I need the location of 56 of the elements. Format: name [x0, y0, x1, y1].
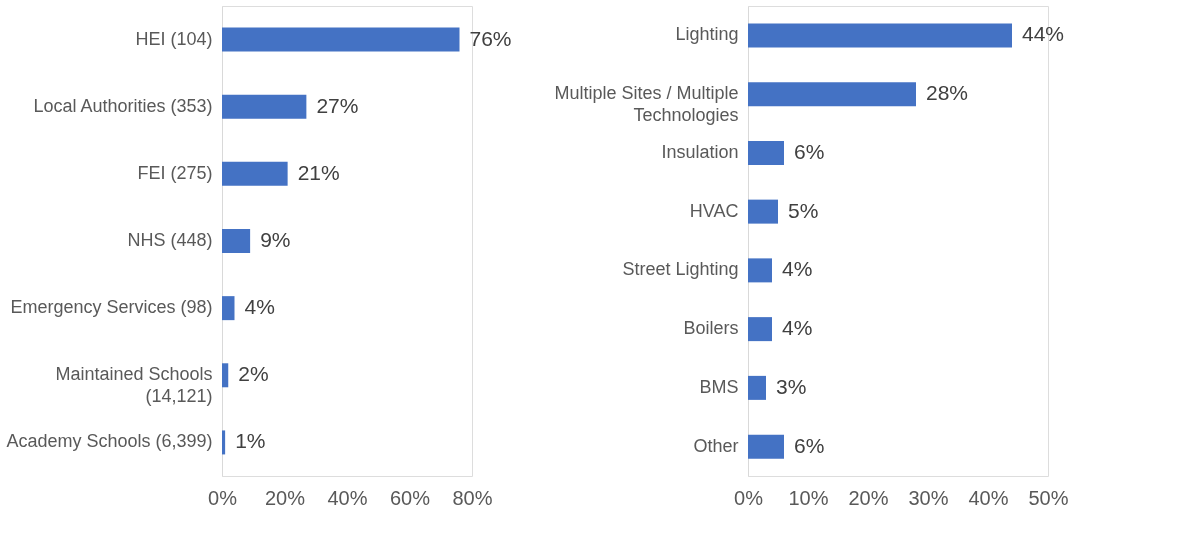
x-tick-label: 60%: [389, 486, 431, 509]
bar: [748, 82, 916, 107]
bar: [748, 23, 1012, 48]
x-tick-label: 40%: [327, 486, 368, 509]
x-tick-label: 30%: [908, 486, 949, 509]
text: 9%: [260, 228, 291, 251]
y-tick-label: Other: [693, 435, 739, 456]
x-tick-label: 10%: [788, 486, 829, 509]
y-tick-label: Street Lighting: [622, 259, 739, 280]
text: 44%: [1022, 22, 1065, 46]
bar: [222, 27, 460, 52]
text: 6%: [794, 433, 825, 457]
bar: [748, 434, 784, 459]
y-tick-label: Academy Schools (6,399): [6, 431, 213, 452]
x-tick-label: 80%: [452, 486, 493, 509]
y-tick-label: FEI (275): [137, 162, 213, 183]
y-tick-label: BMS: [699, 376, 739, 397]
x-tick-label: 20%: [848, 486, 889, 509]
y-tick-label: Insulation: [661, 141, 739, 162]
bar: [222, 363, 229, 388]
bar: [748, 199, 778, 224]
text: 1%: [235, 429, 266, 453]
text: 3%: [776, 374, 807, 398]
y-tick-label: Boilers: [683, 318, 739, 339]
y-tick-label: Emergency Services (98): [10, 297, 213, 318]
text: 5%: [788, 198, 819, 222]
bar: [222, 229, 251, 253]
y-tick-label: HEI (104): [135, 28, 213, 49]
bar: [222, 430, 226, 455]
bar: [222, 296, 235, 321]
text: 28%: [926, 81, 969, 105]
text: 4%: [244, 295, 275, 319]
x-tick-label: 40%: [968, 486, 1009, 509]
text: 2%: [238, 362, 269, 386]
text: 27%: [316, 93, 359, 117]
x-tick-label: 0%: [208, 486, 238, 509]
bar: [748, 317, 772, 342]
bar: [748, 375, 766, 400]
bar: [748, 140, 784, 165]
y-tick-label: Local Authorities (353): [33, 95, 213, 116]
bar: [748, 258, 772, 283]
x-tick-label: 20%: [264, 486, 306, 509]
y-tick-label: NHS (448): [127, 230, 213, 250]
text: 4%: [782, 316, 813, 340]
y-tick-label: HVAC: [689, 200, 739, 221]
text: 21%: [297, 160, 340, 184]
text: 76%: [469, 26, 512, 50]
text: 4%: [782, 257, 813, 281]
y-tick-label: Multiple Sites / Multiple Technologies: [554, 83, 739, 126]
y-tick-label: Lighting: [675, 24, 739, 45]
bar: [222, 94, 307, 119]
text: 6%: [794, 139, 825, 163]
bar: [222, 161, 288, 186]
y-tick-label: Maintained Schools (14,121): [55, 364, 213, 407]
x-tick-label: 0%: [734, 486, 764, 509]
x-tick-label: 50%: [1028, 486, 1069, 509]
